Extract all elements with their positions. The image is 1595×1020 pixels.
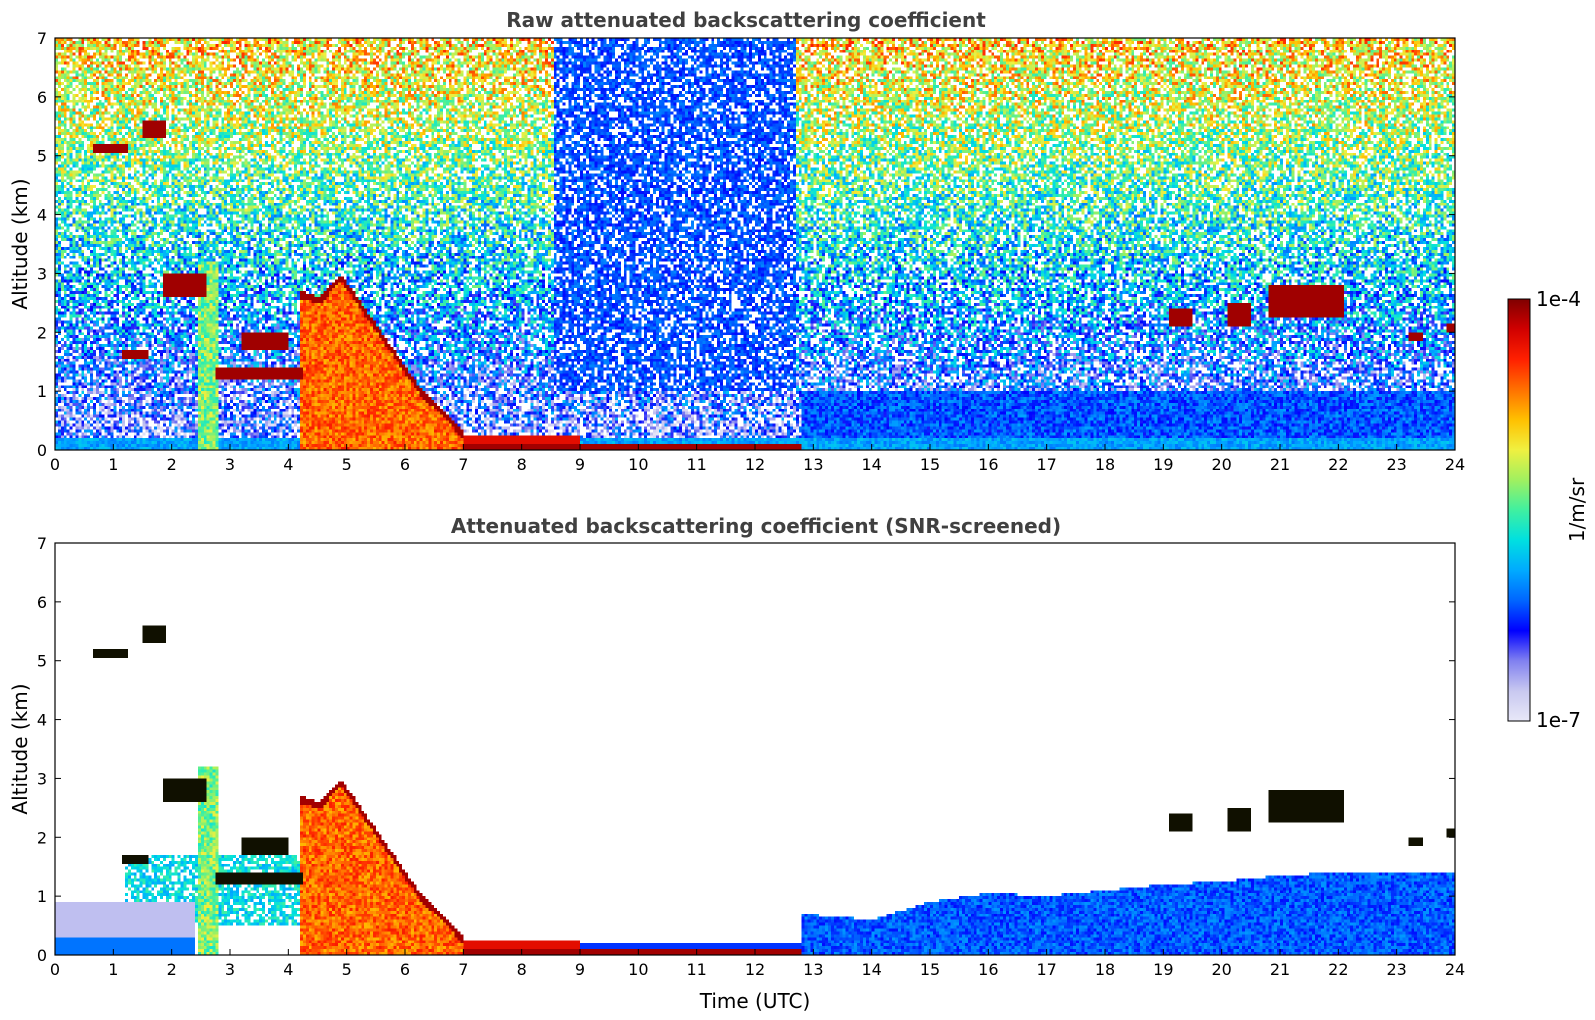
x-tick-label: 0: [50, 455, 60, 474]
x-tick-label: 12: [745, 455, 765, 474]
x-tick-label: 9: [575, 455, 585, 474]
x-tick-label: 22: [1328, 455, 1348, 474]
x-tick-label: 12: [745, 960, 765, 979]
y-tick-label: 1: [37, 382, 47, 401]
x-tick-label: 9: [575, 960, 585, 979]
x-tick-label: 16: [978, 960, 998, 979]
colorbar-gradient: [1507, 298, 1531, 722]
panel1-title: Raw attenuated backscattering coefficien…: [506, 8, 986, 32]
panel2-y-label: Altitude (km): [8, 683, 32, 814]
y-tick-label: 4: [37, 206, 47, 225]
y-tick-label: 2: [37, 828, 47, 847]
y-tick-label: 5: [37, 652, 47, 671]
x-tick-label: 3: [225, 960, 235, 979]
y-tick-label: 7: [37, 29, 47, 48]
x-tick-label: 18: [1095, 455, 1115, 474]
x-tick-label: 13: [803, 455, 823, 474]
y-tick-label: 5: [37, 147, 47, 166]
x-tick-label: 3: [225, 455, 235, 474]
x-tick-label: 1: [108, 960, 118, 979]
y-tick-label: 7: [37, 534, 47, 553]
x-tick-label: 5: [342, 960, 352, 979]
y-tick-label: 1: [37, 887, 47, 906]
x-tick-label: 2: [167, 455, 177, 474]
y-tick-label: 3: [37, 769, 47, 788]
x-tick-label: 4: [283, 960, 293, 979]
y-tick-label: 2: [37, 323, 47, 342]
x-tick-label: 0: [50, 960, 60, 979]
panel2-x-label: Time (UTC): [699, 989, 811, 1013]
y-tick-label: 0: [37, 946, 47, 965]
y-tick-label: 6: [37, 593, 47, 612]
x-tick-label: 7: [458, 455, 468, 474]
x-tick-label: 8: [517, 455, 527, 474]
x-tick-label: 24: [1445, 960, 1465, 979]
colorbar-min-label: 1e-7: [1536, 708, 1581, 732]
colorbar-label: 1/m/sr: [1565, 477, 1589, 542]
x-tick-label: 21: [1270, 455, 1290, 474]
x-tick-label: 17: [1036, 455, 1056, 474]
x-tick-label: 8: [517, 960, 527, 979]
x-tick-label: 11: [686, 960, 706, 979]
x-tick-label: 23: [1386, 455, 1406, 474]
x-tick-label: 10: [628, 960, 648, 979]
panel2-title: Attenuated backscattering coefficient (S…: [451, 514, 1061, 538]
panel1-y-axis: 0 1 2 3 4 5 6 7: [37, 29, 1455, 460]
panel1-y-label: Altitude (km): [8, 178, 32, 309]
heatmap-raster: [55, 38, 1455, 450]
panel1-x-axis: 0 1 2 3 4 5 6 7 8 9 10 11 12 13 14 15 16 17 18 19 20 21 22 23 24: [50, 444, 1465, 474]
x-tick-label: 23: [1386, 960, 1406, 979]
x-tick-label: 2: [167, 960, 177, 979]
x-tick-label: 20: [1211, 455, 1231, 474]
x-tick-label: 19: [1153, 455, 1173, 474]
x-tick-label: 16: [978, 455, 998, 474]
snr-screened-heatmap: [55, 543, 1455, 955]
x-tick-label: 22: [1328, 960, 1348, 979]
y-tick-label: 3: [37, 264, 47, 283]
raw-backscatter-heatmap: [55, 38, 1455, 450]
raw-backscatter-panel: Raw attenuated backscattering coefficien…: [8, 8, 1465, 474]
x-tick-label: 10: [628, 455, 648, 474]
y-tick-label: 0: [37, 441, 47, 460]
x-tick-label: 14: [861, 455, 881, 474]
x-tick-label: 21: [1270, 960, 1290, 979]
x-tick-label: 6: [400, 960, 410, 979]
x-tick-label: 17: [1036, 960, 1056, 979]
x-tick-label: 24: [1445, 455, 1465, 474]
colorbar-max-label: 1e-4: [1536, 287, 1581, 311]
panel2-y-axis: 0 1 2 3 4 5 6 7: [37, 534, 1455, 965]
x-tick-label: 6: [400, 455, 410, 474]
x-tick-label: 20: [1211, 960, 1231, 979]
x-tick-label: 13: [803, 960, 823, 979]
x-tick-label: 1: [108, 455, 118, 474]
y-tick-label: 4: [37, 711, 47, 730]
x-tick-label: 7: [458, 960, 468, 979]
x-tick-label: 15: [920, 960, 940, 979]
x-tick-label: 15: [920, 455, 940, 474]
snr-screened-panel: Attenuated backscattering coefficient (S…: [8, 514, 1465, 1013]
x-tick-label: 19: [1153, 960, 1173, 979]
x-tick-label: 4: [283, 455, 293, 474]
colorbar: 1e-4 1e-7 1/m/sr: [1507, 287, 1589, 732]
y-tick-label: 6: [37, 88, 47, 107]
x-tick-label: 11: [686, 455, 706, 474]
x-tick-label: 14: [861, 960, 881, 979]
heatmap-raster: [55, 543, 1455, 955]
panel2-x-axis: 0 1 2 3 4 5 6 7 8 9 10 11 12 13 14 15 16 17 18 19 20 21 22 23 24: [50, 949, 1465, 979]
x-tick-label: 18: [1095, 960, 1115, 979]
x-tick-label: 5: [342, 455, 352, 474]
